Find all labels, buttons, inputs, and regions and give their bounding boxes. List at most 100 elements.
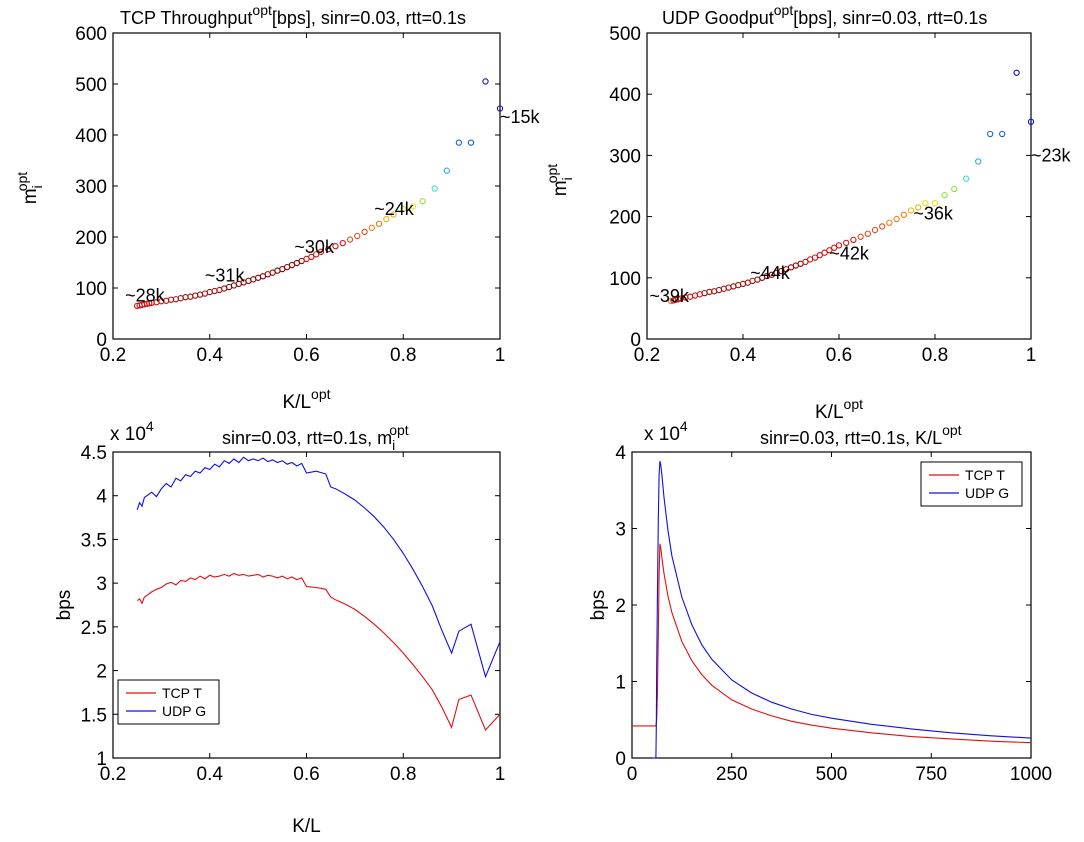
scatter-point	[843, 239, 850, 247]
x-tick-label: 750	[915, 764, 947, 785]
y-tick-label: 100	[609, 269, 641, 290]
y-tick-label: 4.5	[81, 443, 107, 464]
x-tick-label: 0.6	[293, 764, 319, 785]
scatter-point	[368, 224, 375, 231]
scatter-point	[313, 251, 320, 258]
y-tick-label: 3.5	[81, 530, 107, 551]
point-annotation: ~39k	[649, 286, 690, 306]
scatter-point	[482, 78, 489, 85]
series-line-1	[652, 461, 1032, 759]
x-axis-label-main: K/L	[292, 816, 321, 837]
y-axis-label-sub: i	[559, 177, 575, 180]
x-axis-label: K/Lopt	[815, 396, 863, 423]
y-tick-label: 600	[75, 24, 107, 45]
point-annotation: ~28k	[125, 286, 166, 306]
scatter-point	[941, 192, 948, 199]
x-tick-label: 1	[495, 345, 506, 366]
y-tick-label: 0	[630, 330, 641, 351]
scatter-point	[831, 244, 838, 251]
y-axis-label-sup: opt	[14, 172, 30, 192]
chart-title: TCP Throughputopt[bps], sinr=0.03, rtt=0…	[120, 2, 466, 28]
x-tick-label: 0.8	[922, 345, 948, 366]
y-axis-label-main: bps	[54, 590, 75, 621]
x-tick-label: 0.4	[197, 345, 224, 366]
x-tick-label: 500	[816, 764, 848, 785]
scatter-point	[826, 247, 833, 254]
scatter-point	[332, 243, 339, 250]
scatter-point	[1027, 118, 1035, 125]
legend-entry: UDP G	[965, 485, 1009, 501]
series-line-0	[632, 543, 1032, 744]
x-tick-label: 0.4	[197, 764, 224, 785]
scatter-point	[963, 175, 970, 182]
y-tick-label: 4	[96, 487, 107, 508]
scatter-point	[496, 105, 504, 112]
chart-title-main: UDP Goodput	[662, 8, 774, 28]
chart-title-rest: [bps], sinr=0.03, rtt=0.1s	[793, 8, 987, 28]
x-axis-label-sup: opt	[311, 386, 331, 402]
scatter-point	[1013, 69, 1020, 76]
point-annotation: ~42k	[829, 243, 870, 263]
scatter-point	[850, 236, 857, 244]
scatter-point	[802, 258, 809, 266]
y-tick-label: 4	[615, 443, 626, 464]
x-tick-label: 0.2	[100, 345, 126, 366]
x-tick-label: 0.6	[293, 345, 319, 366]
y-tick-label: 0	[96, 330, 107, 351]
scatter-point	[879, 223, 886, 230]
legend-entry: TCP T	[965, 467, 1005, 483]
x-tick-label: 0.2	[634, 345, 660, 366]
scatter-point	[893, 215, 900, 223]
legend-box	[117, 679, 220, 725]
chart-title-sup: opt	[774, 2, 794, 18]
y-tick-label: 200	[609, 208, 641, 229]
scatter-point	[922, 199, 929, 207]
scatter-point	[383, 215, 390, 223]
y-axis-label: bps	[54, 590, 75, 621]
y-tick-label: 3	[615, 520, 626, 541]
y-exponent-label: x 104	[110, 418, 154, 445]
x-axis-label: K/L	[292, 816, 321, 837]
point-annotation: ~31k	[205, 265, 246, 285]
plot-frame	[112, 32, 501, 340]
chart-title-sup: opt	[252, 2, 272, 18]
x-tick-label: 1	[495, 764, 506, 785]
scatter-point	[419, 198, 426, 205]
legend: TCP T UDP G	[920, 461, 1023, 507]
y-tick-label: 1.5	[81, 705, 107, 726]
x-tick-label: 0.2	[100, 764, 126, 785]
scatter-point	[951, 185, 958, 193]
x-tick-label: 0.6	[826, 345, 852, 366]
y-axis-label: miopt	[544, 164, 575, 197]
x-tick-label: 0.4	[730, 345, 757, 366]
point-annotation: ~23k	[1031, 145, 1072, 165]
scatter-point	[975, 158, 982, 165]
series-line-1	[136, 456, 501, 679]
scatter-point	[146, 300, 153, 307]
legend-entry: UDP G	[162, 703, 206, 719]
chart-title-main: sinr=0.03, rtt=0.1s, K/L	[760, 428, 942, 448]
scatter-point	[835, 242, 843, 249]
y-exponent-label-main: x 10	[644, 424, 680, 445]
chart-p2: 0.2 0.4 0.6 0.8 1 0 100 200 300 400 500 UDP Goodput…	[544, 2, 1072, 423]
y-tick-label: 400	[75, 126, 107, 147]
scatter-point	[354, 232, 361, 240]
y-tick-label: 2.5	[81, 618, 107, 639]
legend-entry: TCP T	[162, 685, 202, 701]
scatter-point	[987, 130, 994, 138]
x-tick-label: 0	[627, 764, 638, 785]
y-tick-label: 200	[75, 228, 107, 249]
scatter-point	[886, 219, 893, 226]
y-tick-label: 2	[615, 596, 626, 617]
chart-p1: 0.2 0.4 0.6 0.8 1 0 100 200 300 400 500 600 TCP Thro…	[14, 2, 541, 413]
scatter-point	[864, 230, 871, 237]
y-axis-label-main: bps	[588, 590, 609, 621]
y-tick-label: 300	[609, 146, 641, 167]
scatter-point	[361, 228, 368, 236]
scatter-point	[857, 233, 864, 240]
point-annotation: ~36k	[913, 204, 954, 224]
y-axis-label-main: m	[20, 188, 41, 204]
y-exponent-label-main: x 10	[110, 424, 146, 445]
y-exponent-label-sup: 4	[680, 418, 688, 434]
scatter-point	[900, 211, 907, 218]
